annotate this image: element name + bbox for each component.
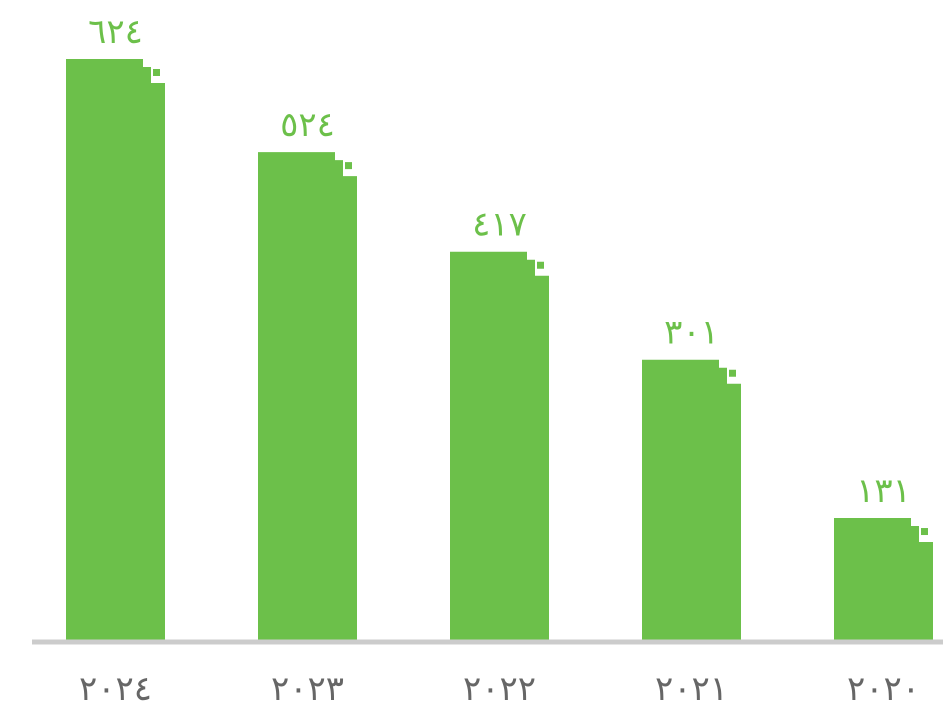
x-tick-label-4: ٢٠٢٠ — [847, 669, 920, 709]
x-tick-labels-layer: ٢٠٢٤ ٢٠٢٣ ٢٠٢٢ ٢٠٢١ ٢٠٢٠ — [79, 669, 920, 709]
bar-0 — [66, 59, 165, 640]
data-label-4: ١٣١ — [856, 471, 911, 511]
x-tick-label-2: ٢٠٢٢ — [463, 669, 536, 709]
x-tick-label-0: ٢٠٢٤ — [79, 669, 152, 709]
x-tick-label-3: ٢٠٢١ — [655, 669, 728, 709]
bars-layer — [66, 59, 933, 640]
bar-1 — [258, 152, 357, 640]
bar-3 — [642, 359, 741, 640]
value-labels-layer: ٦٢٤ ٥٢٤ ٤١٧ ٣٠١ ١٣١ — [88, 12, 911, 511]
bar-accent-1 — [345, 162, 352, 170]
data-label-2: ٤١٧ — [472, 205, 527, 245]
bar-accent-0 — [153, 69, 160, 76]
x-tick-label-1: ٢٠٢٣ — [271, 669, 344, 709]
data-label-0: ٦٢٤ — [88, 12, 143, 52]
bar-2 — [450, 251, 549, 640]
bar-accent-3 — [729, 369, 736, 377]
data-label-3: ٣٠١ — [664, 313, 719, 353]
data-label-1: ٥٢٤ — [280, 105, 335, 145]
bar-4 — [834, 518, 933, 640]
bar-accent-2 — [537, 261, 544, 269]
bar-accent-4 — [921, 528, 928, 536]
